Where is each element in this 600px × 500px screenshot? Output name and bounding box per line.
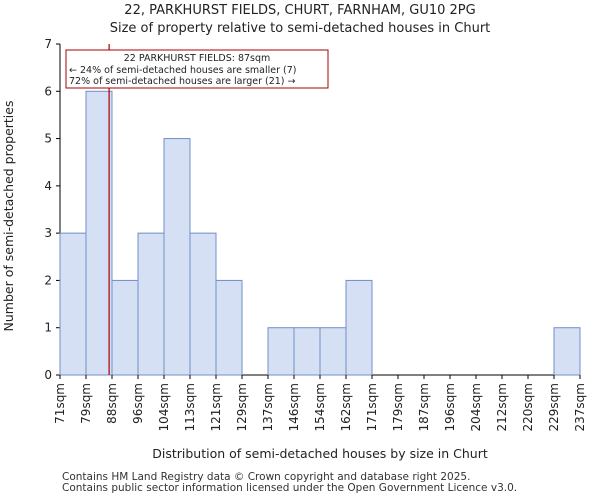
x-tick-label: 154sqm [313,383,327,431]
x-tick-label: 162sqm [339,383,353,431]
x-tick-label: 113sqm [183,383,197,431]
x-tick-label: 146sqm [287,383,301,431]
histogram-bar [553,327,581,376]
x-tick-label: 88sqm [105,383,119,424]
x-tick-label: 179sqm [391,383,405,431]
histogram-bar [163,138,191,376]
y-axis-title: Number of semi-detached properties [1,101,16,332]
histogram-bar [137,232,165,376]
annotation-frame [65,49,329,89]
x-tick-label: 171sqm [365,383,379,431]
y-tick-label: 2 [44,273,52,287]
x-tick-label: 71sqm [53,383,67,424]
x-tick-label: 220sqm [521,383,535,431]
x-tick-label: 237sqm [573,383,587,431]
chart-subtitle: Size of property relative to semi-detach… [109,21,491,36]
histogram-bar [345,279,373,376]
histogram-bar [59,232,87,376]
x-tick-label: 212sqm [495,383,509,431]
x-tick-label: 187sqm [417,383,431,431]
y-tick-label: 0 [44,368,52,382]
histogram-bar [85,90,113,376]
histogram-bar [111,279,139,376]
y-tick-label: 4 [44,179,52,193]
annotation-line2: ← 24% of semi-detached houses are smalle… [69,65,297,76]
x-tick-label: 129sqm [235,383,249,431]
annotation-line3: 72% of semi-detached houses are larger (… [69,76,296,87]
footer-line-2: Contains public sector information licen… [62,482,518,494]
histogram-bar [189,232,217,376]
x-tick-label: 229sqm [547,383,561,431]
y-tick-label: 6 [44,84,52,98]
histogram-bar [267,327,295,376]
histogram-chart: 0 1 2 3 4 5 6 7 71sqm 79sqm 88sqm 96sqm 104sqm 113sqm… [1,37,587,461]
x-axis-title: Distribution of semi-detached houses by … [152,446,488,461]
x-tick-label: 121sqm [209,383,223,431]
x-tick-label: 79sqm [79,383,93,424]
x-tick-label: 196sqm [443,383,457,431]
y-tick-label: 3 [44,226,52,240]
y-tick-label: 1 [44,321,52,335]
chart-title: 22, PARKHURST FIELDS, CHURT, FARNHAM, GU… [124,3,476,18]
x-tick-label: 96sqm [131,383,145,424]
histogram-bar [293,327,321,376]
histogram-bar [215,279,243,376]
x-tick-label: 104sqm [157,383,171,431]
histogram-bar [319,327,347,376]
footer-line-1: Contains HM Land Registry data © Crown c… [62,471,471,483]
annotation-line1: 22 PARKHURST FIELDS: 87sqm [124,53,271,64]
y-tick-label: 5 [44,132,52,146]
x-tick-label: 204sqm [469,383,483,431]
y-tick-label: 7 [44,37,52,51]
x-tick-label: 137sqm [261,383,275,431]
annotation-box: 22 PARKHURST FIELDS: 87sqm← 24% of semi-… [65,49,329,89]
